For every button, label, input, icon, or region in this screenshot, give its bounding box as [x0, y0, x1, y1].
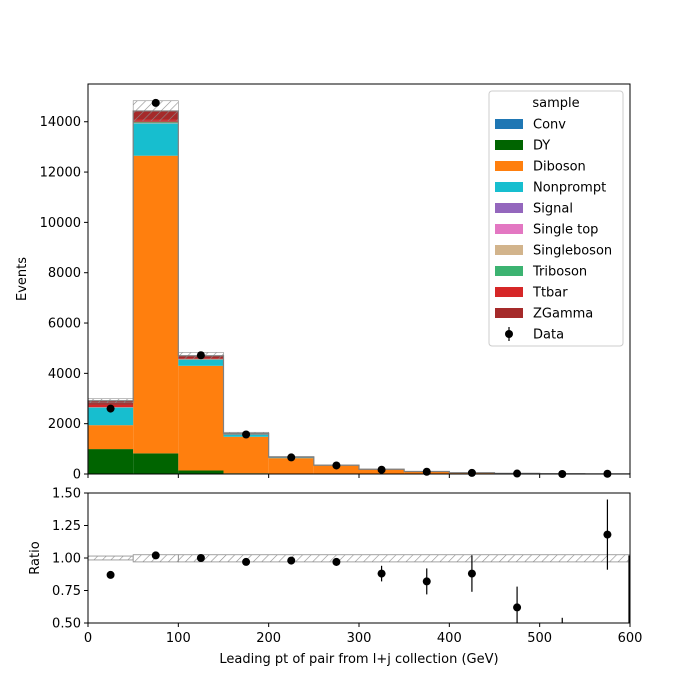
ratio-y-tick-label: 1.50	[52, 487, 81, 502]
ratio-band-segment	[87, 555, 134, 561]
ratio-x-ticks: 0 100 200 300 400 500 600	[84, 623, 643, 646]
legend-swatch-ttbar	[495, 287, 523, 297]
data-point	[106, 404, 115, 413]
y-tick-label: 6000	[48, 317, 81, 332]
bar-dy-bin-0	[88, 449, 134, 474]
legend-swatch-nonprompt	[495, 182, 523, 192]
y-tick-label: 2000	[48, 417, 81, 432]
bar-nonprompt-bin-2	[178, 359, 224, 366]
legend-label: Singleboson	[533, 244, 612, 259]
bar-diboson-bin-4	[268, 458, 314, 474]
legend-swatch-diboson	[495, 161, 523, 171]
ratio-x-tick-label: 0	[84, 631, 92, 646]
bar-dy-bin-1	[133, 453, 179, 474]
bar-nonprompt-bin-0	[88, 407, 134, 426]
legend-label: ZGamma	[533, 307, 593, 322]
ratio-point	[332, 557, 341, 566]
ratio-x-tick-label: 500	[527, 631, 552, 646]
bar-dy-bin-2	[178, 470, 224, 474]
legend-swatch-singleboson	[495, 245, 523, 255]
legend-label: Data	[533, 328, 564, 343]
ratio-y-axis-label: Ratio	[28, 541, 43, 574]
ratio-point	[151, 551, 160, 560]
bar-diboson-bin-2	[178, 365, 224, 471]
legend-swatch-zgamma	[495, 308, 523, 318]
data-point	[242, 430, 251, 439]
legend-label: Single top	[533, 223, 598, 238]
legend-label: Ttbar	[532, 286, 568, 301]
data-point	[332, 461, 341, 470]
ratio-y-tick-label: 0.50	[52, 617, 81, 632]
main-panel: 0 2000 4000 6000 8000 10000 12000 14000 Events	[15, 83, 631, 483]
ratio-x-tick-label: 100	[166, 631, 191, 646]
data-point	[377, 465, 386, 474]
y-tick-label: 8000	[48, 266, 81, 281]
ratio-point	[422, 577, 431, 586]
ratio-uncertainty-band	[87, 554, 631, 563]
ratio-point	[603, 530, 612, 539]
ratio-x-tick-label: 400	[437, 631, 462, 646]
ratio-panel: 0.50 0.75 1.00 1.25 1.50 0 100 200 300 400 500 600…	[28, 487, 642, 668]
ratio-point	[106, 570, 115, 579]
data-point	[196, 351, 205, 360]
y-tick-label: 12000	[40, 166, 81, 181]
legend-swatch-signal	[495, 203, 523, 213]
main-x-ticks	[87, 474, 631, 478]
ratio-x-tick-label: 600	[618, 631, 643, 646]
legend-label: Diboson	[533, 160, 586, 175]
data-point	[467, 468, 476, 477]
y-tick-label: 4000	[48, 367, 81, 382]
legend-label: Signal	[533, 202, 573, 217]
ratio-point	[196, 554, 205, 562]
legend-label: Nonprompt	[533, 181, 606, 196]
legend-title: sample	[532, 96, 579, 111]
ratio-x-tick-label: 200	[256, 631, 281, 646]
bar-triboson-bin-1	[133, 122, 179, 123]
legend-swatch-single-top	[495, 224, 523, 234]
data-point	[151, 98, 160, 107]
legend-label: DY	[533, 139, 550, 154]
ratio-y-ticks: 0.50 0.75 1.00 1.25 1.50	[52, 487, 88, 632]
legend-swatch-conv	[495, 119, 523, 129]
ratio-points	[106, 499, 630, 623]
legend-swatch-dy	[495, 140, 523, 150]
ratio-point	[242, 557, 251, 566]
bar-diboson-bin-5	[313, 465, 359, 474]
ratio-point	[513, 603, 522, 612]
x-axis-label: Leading pt of pair from l+j collection (…	[219, 652, 498, 667]
y-tick-label: 14000	[40, 115, 81, 130]
ratio-y-tick-label: 1.00	[52, 552, 81, 567]
ratio-y-tick-label: 1.25	[52, 519, 81, 534]
ratio-y-tick-label: 0.75	[52, 584, 81, 599]
legend-label: Triboson	[532, 265, 587, 280]
ratio-point	[377, 569, 386, 578]
legend-items: Conv DY Diboson Nonprompt Signal Single top Si…	[495, 118, 612, 343]
bar-nonprompt-bin-1	[133, 123, 179, 156]
ratio-point	[467, 569, 476, 578]
bar-diboson-bin-1	[133, 155, 179, 454]
bar-diboson-bin-0	[88, 425, 134, 450]
ratio-point	[287, 556, 296, 565]
data-points	[106, 98, 612, 478]
data-point	[287, 453, 296, 462]
legend-label: Conv	[533, 118, 566, 133]
legend-frame	[488, 90, 624, 347]
ratio-x-tick-label: 300	[347, 631, 372, 646]
legend-data-marker	[505, 330, 513, 338]
legend-swatch-triboson	[495, 266, 523, 276]
main-y-ticks: 0 2000 4000 6000 8000 10000 12000 14000	[40, 115, 88, 483]
legend: sample Conv DY Diboson Nonprompt Signal Singl…	[488, 90, 624, 347]
data-point	[422, 467, 431, 476]
bar-diboson-bin-3	[223, 436, 269, 474]
y-tick-label: 0	[73, 468, 81, 483]
y-tick-label: 10000	[40, 216, 81, 231]
main-y-axis-label: Events	[15, 257, 30, 301]
